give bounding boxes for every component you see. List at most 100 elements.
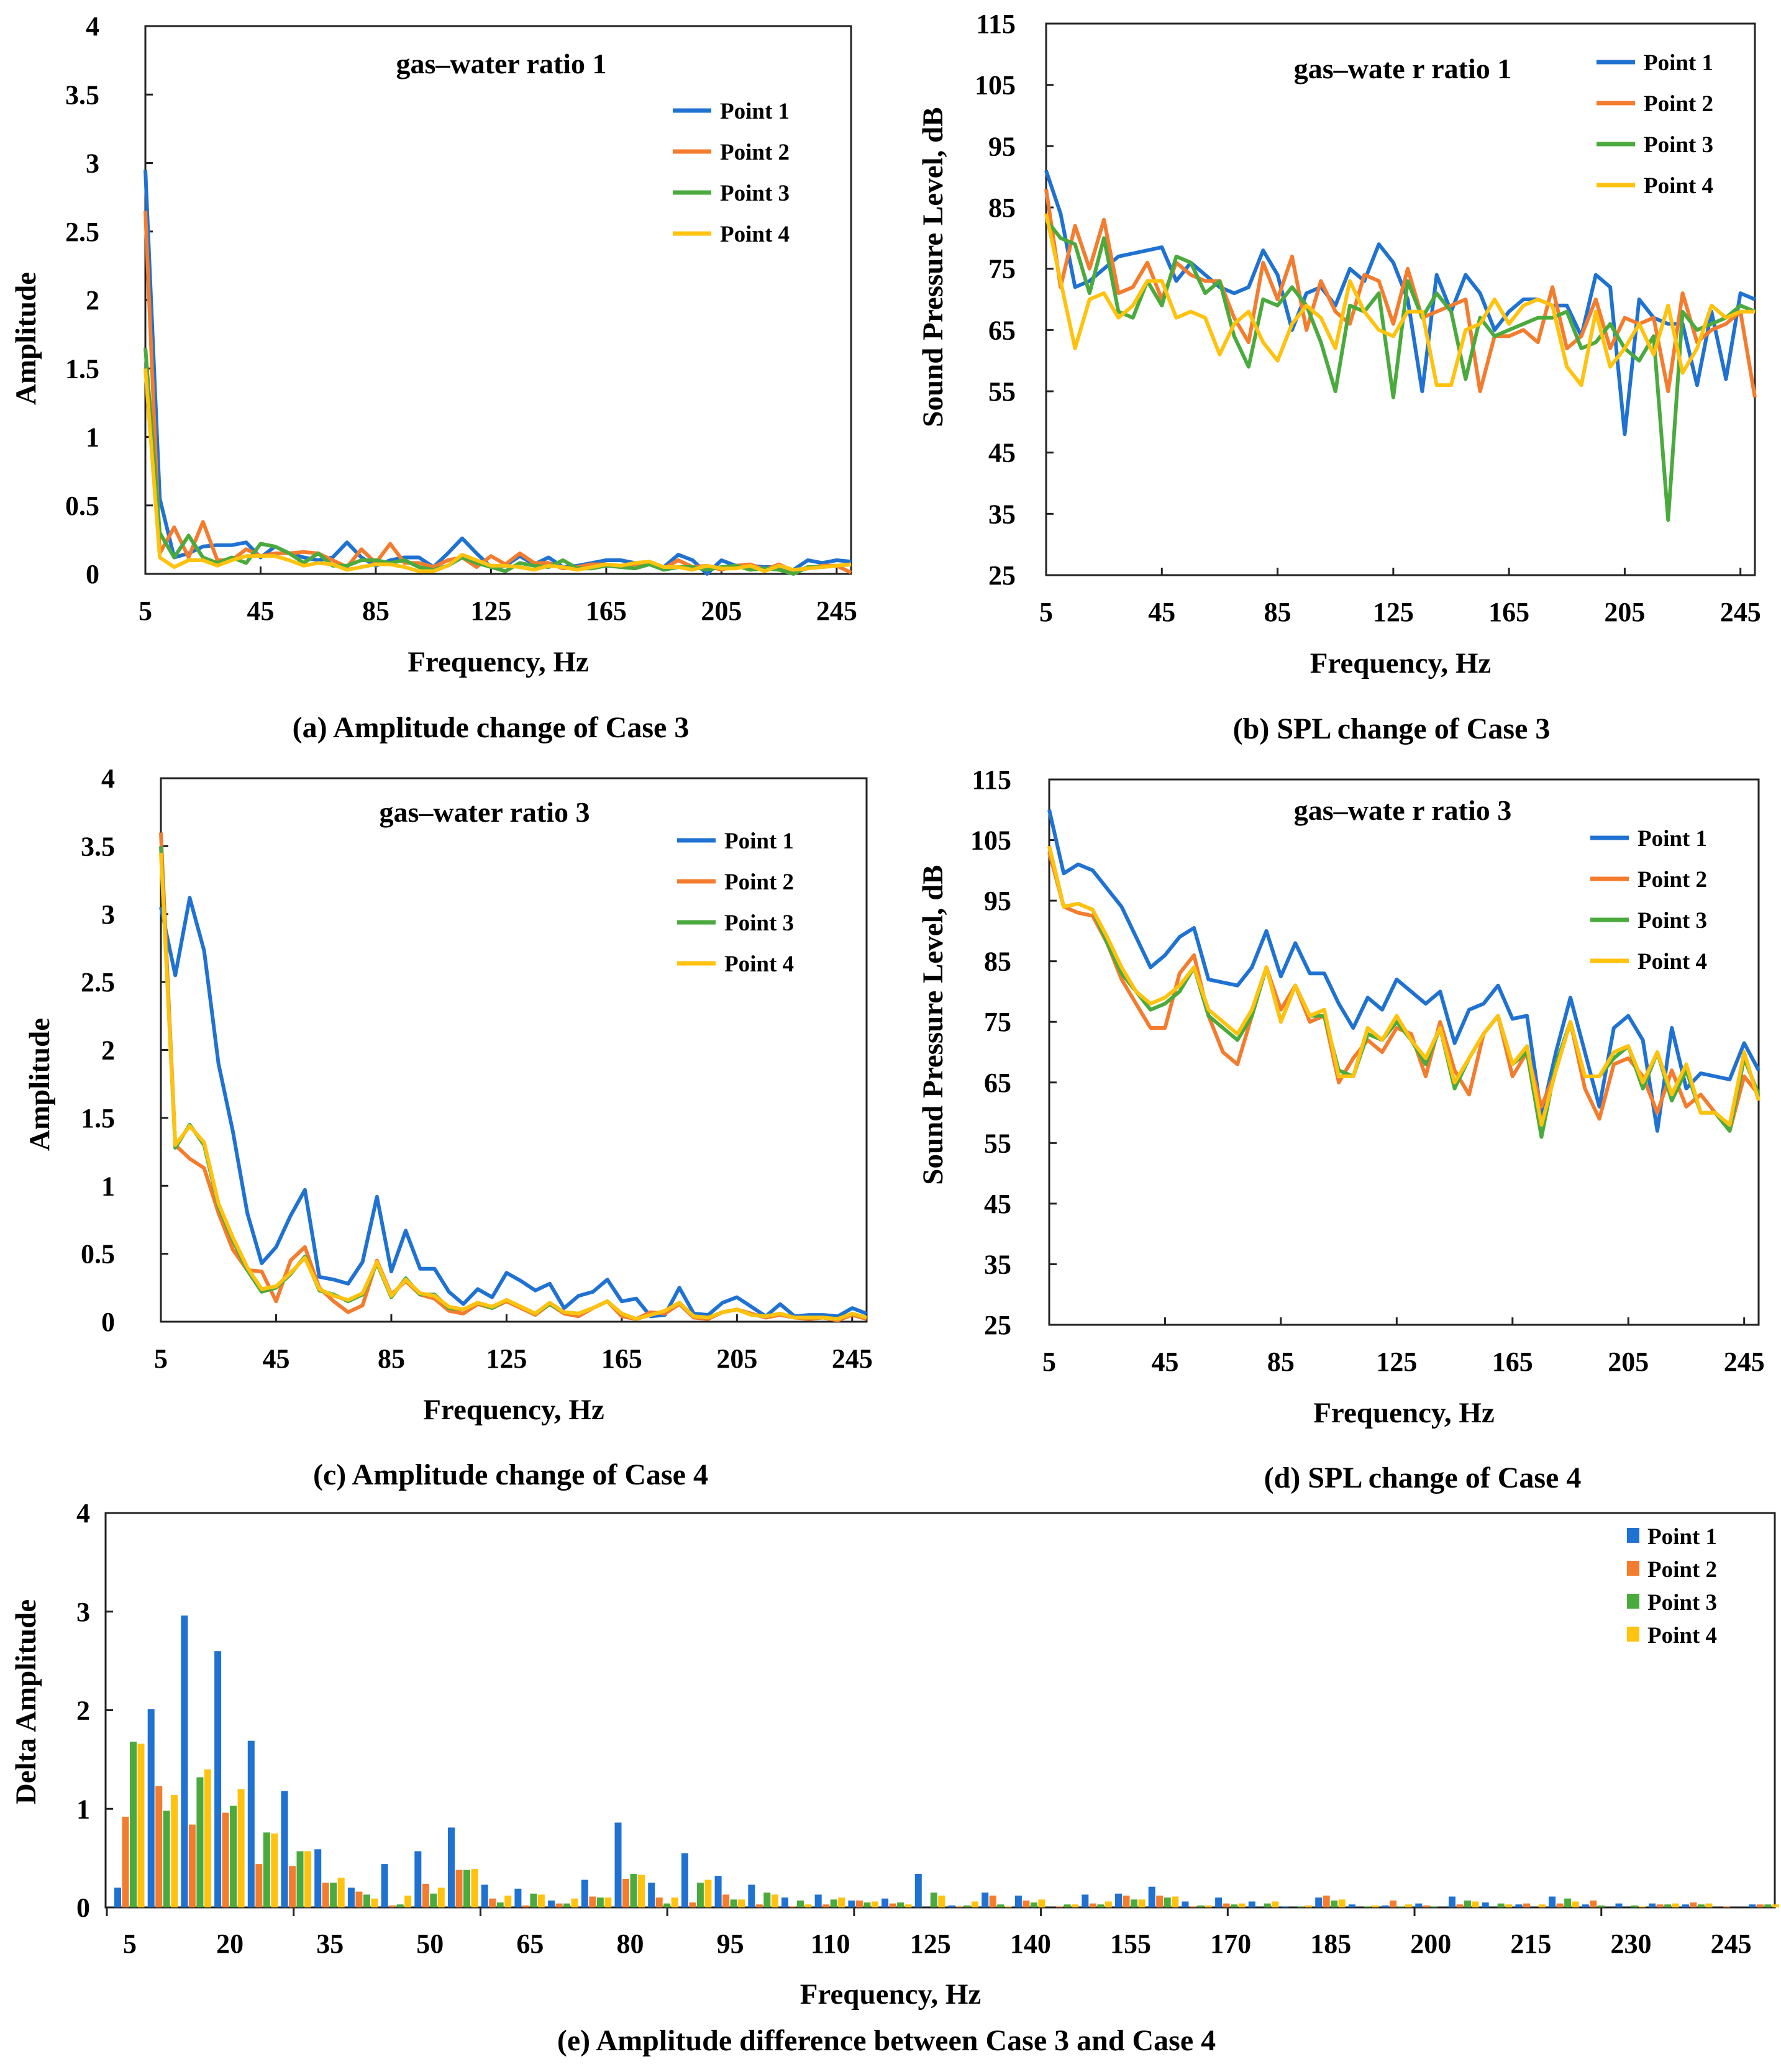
legend-label: Point 3 bbox=[1644, 132, 1713, 158]
bar-point-2-200 bbox=[1423, 1905, 1430, 1907]
x-tick-label: 245 bbox=[1720, 597, 1761, 627]
bar-point-1-235 bbox=[1649, 1903, 1656, 1907]
bar-point-4-55 bbox=[471, 1869, 478, 1907]
plot-frame bbox=[1048, 778, 1760, 1326]
bar-point-2-25 bbox=[255, 1864, 263, 1907]
x-tick-label: 155 bbox=[1110, 1929, 1151, 1959]
y-tick-label: 4 bbox=[76, 1498, 90, 1529]
y-tick-label: 1.5 bbox=[81, 1103, 115, 1134]
bar-point-2-60 bbox=[489, 1898, 496, 1907]
bar-point-1-45 bbox=[381, 1864, 388, 1907]
y-axis-title: Sound Pressure Level, dB bbox=[917, 107, 949, 427]
bar-point-1-115 bbox=[848, 1900, 855, 1907]
x-tick-label: 200 bbox=[1410, 1929, 1451, 1959]
bar-point-4-30 bbox=[304, 1851, 311, 1907]
bar-point-2-20 bbox=[222, 1812, 229, 1907]
bar-point-3-90 bbox=[696, 1883, 704, 1907]
bar-point-4-230 bbox=[1639, 1906, 1646, 1907]
bar-point-2-75 bbox=[589, 1896, 596, 1907]
y-tick-label: 0.5 bbox=[81, 1239, 115, 1270]
y-tick-label: 4 bbox=[101, 763, 115, 794]
bar-point-1-15 bbox=[181, 1615, 188, 1907]
bar-point-3-230 bbox=[1631, 1905, 1638, 1907]
panel-title: gas–water ratio 1 bbox=[396, 48, 607, 80]
bar-point-3-110 bbox=[830, 1899, 837, 1907]
bar-point-1-135 bbox=[982, 1893, 989, 1907]
bar-point-4-90 bbox=[704, 1879, 712, 1907]
y-tick-label: 4 bbox=[86, 11, 99, 42]
bar-point-2-160 bbox=[1156, 1895, 1164, 1907]
x-tick-label: 165 bbox=[1492, 1347, 1533, 1377]
series-line-point-2 bbox=[159, 832, 867, 1322]
y-tick-label: 105 bbox=[975, 70, 1016, 101]
bar-point-1-70 bbox=[548, 1900, 555, 1907]
y-tick-label: 1 bbox=[101, 1171, 115, 1201]
bar-point-1-210 bbox=[1482, 1902, 1489, 1907]
bar-point-1-225 bbox=[1582, 1904, 1589, 1907]
bar-point-3-25 bbox=[263, 1832, 270, 1907]
x-tick-label: 215 bbox=[1510, 1929, 1551, 1959]
y-axis-title: Amplitude bbox=[10, 272, 42, 405]
bar-point-3-85 bbox=[663, 1903, 671, 1907]
plot-frame bbox=[160, 777, 868, 1323]
series-line-point-4 bbox=[1044, 213, 1755, 388]
bar-point-4-75 bbox=[604, 1897, 612, 1907]
bar-point-3-165 bbox=[1197, 1905, 1205, 1907]
x-tick-label: 125 bbox=[470, 596, 511, 626]
bar-point-2-165 bbox=[1189, 1906, 1196, 1907]
y-tick-label: 115 bbox=[976, 9, 1016, 39]
x-tick-label: 45 bbox=[262, 1343, 289, 1374]
bar-point-4-220 bbox=[1572, 1901, 1579, 1907]
y-tick-label: 3.5 bbox=[81, 831, 115, 861]
bar-point-4-40 bbox=[371, 1898, 378, 1907]
legend-label: Point 3 bbox=[1647, 1590, 1717, 1615]
bar-point-4-180 bbox=[1305, 1905, 1312, 1907]
y-axis-title: Amplitude bbox=[24, 1018, 56, 1151]
bar-point-1-5 bbox=[114, 1888, 121, 1907]
bar-point-1-185 bbox=[1315, 1897, 1323, 1907]
y-tick-label: 2 bbox=[101, 1035, 115, 1066]
x-tick-label: 165 bbox=[1488, 597, 1529, 627]
legend-label: Point 3 bbox=[724, 911, 794, 936]
legend-label: Point 1 bbox=[1638, 826, 1707, 852]
y-tick-label: 1.5 bbox=[65, 353, 99, 384]
y-tick-label: 3 bbox=[101, 899, 115, 930]
y-tick-label: 85 bbox=[988, 193, 1016, 223]
x-tick-label: 245 bbox=[816, 596, 857, 626]
bar-point-4-100 bbox=[771, 1894, 778, 1907]
y-tick-label: 1 bbox=[76, 1794, 90, 1824]
bar-point-3-220 bbox=[1564, 1898, 1572, 1907]
bar-point-4-110 bbox=[838, 1897, 845, 1907]
bar-point-3-75 bbox=[596, 1897, 604, 1907]
y-tick-label: 3.5 bbox=[65, 80, 99, 110]
bar-point-2-80 bbox=[622, 1878, 629, 1907]
bar-point-3-15 bbox=[196, 1777, 204, 1907]
bar-point-1-10 bbox=[147, 1709, 155, 1907]
legend-label: Point 1 bbox=[1647, 1524, 1717, 1550]
bar-point-4-95 bbox=[738, 1899, 745, 1907]
bar-point-3-120 bbox=[897, 1902, 904, 1907]
legend-label: Point 1 bbox=[724, 829, 794, 854]
y-tick-label: 55 bbox=[984, 1128, 1011, 1158]
bar-point-4-50 bbox=[437, 1888, 445, 1907]
y-tick-label: 75 bbox=[988, 254, 1016, 284]
bar-point-1-130 bbox=[948, 1905, 955, 1907]
panel-caption: (c) Amplitude change of Case 4 bbox=[313, 1458, 708, 1491]
bar-point-3-115 bbox=[863, 1902, 871, 1907]
x-tick-label: 5 bbox=[154, 1343, 168, 1374]
bar-point-3-210 bbox=[1497, 1903, 1505, 1907]
bar-point-1-80 bbox=[614, 1822, 622, 1907]
bar-point-2-5 bbox=[122, 1816, 129, 1907]
y-tick-label: 25 bbox=[988, 560, 1016, 591]
x-tick-label: 125 bbox=[486, 1343, 527, 1374]
bar-point-1-65 bbox=[514, 1888, 522, 1907]
x-tick-label: 50 bbox=[416, 1929, 444, 1959]
x-tick-label: 170 bbox=[1210, 1929, 1251, 1959]
x-tick-label: 85 bbox=[1264, 597, 1291, 627]
bar-point-2-45 bbox=[389, 1905, 396, 1907]
bar-point-3-175 bbox=[1264, 1903, 1271, 1907]
bar-point-3-180 bbox=[1297, 1906, 1305, 1907]
bar-point-1-35 bbox=[314, 1849, 322, 1907]
y-tick-label: 105 bbox=[970, 825, 1011, 856]
legend-label: Point 4 bbox=[720, 222, 790, 247]
